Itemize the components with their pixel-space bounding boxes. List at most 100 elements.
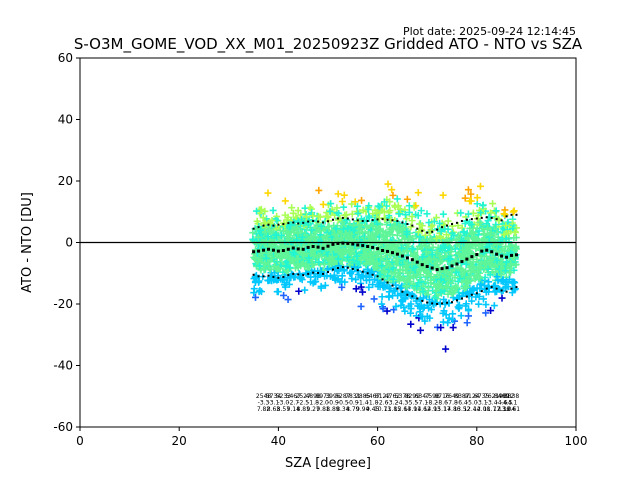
lower-bound-point	[391, 284, 394, 287]
bin-annotation-text: 14.62	[414, 406, 431, 413]
bin-annotation-text: -3.0	[278, 399, 290, 406]
lower-bound-point	[436, 303, 439, 305]
median-point	[311, 244, 315, 248]
median-point	[366, 244, 370, 248]
scatter-point	[405, 208, 413, 216]
scatter-point	[430, 274, 438, 282]
scatter-point	[476, 182, 484, 190]
scatter-point	[264, 276, 272, 284]
scatter-point	[455, 250, 463, 258]
scatter-point	[286, 221, 294, 229]
scatter-point	[443, 284, 451, 292]
scatter-point	[338, 198, 346, 206]
scatter-point	[437, 245, 445, 253]
scatter-point	[502, 258, 510, 266]
scatter-point	[258, 288, 266, 296]
upper-bound-point	[327, 220, 329, 223]
scatter-point	[468, 297, 476, 305]
scatter-point	[508, 278, 516, 286]
scatter-point	[457, 312, 465, 320]
scatter-point	[456, 254, 464, 262]
scatter-point	[392, 302, 400, 310]
scatter-point	[269, 206, 277, 214]
y-tick-label: 0	[65, 236, 73, 250]
scatter-point	[298, 218, 306, 226]
lower-bound-point	[262, 275, 265, 278]
upper-bound-point	[336, 217, 339, 220]
scatter-point	[362, 260, 370, 268]
scatter-point	[272, 231, 280, 239]
scatter-point	[255, 277, 263, 285]
scatter-point	[338, 218, 346, 226]
scatter-point	[464, 186, 472, 194]
median-point	[450, 264, 454, 268]
scatter-point	[399, 224, 407, 231]
scatter-point	[400, 274, 408, 282]
bin-annotation-text: -5.5	[406, 399, 418, 406]
scatter-point	[365, 283, 373, 291]
scatter-point	[502, 235, 510, 243]
upper-bound-point	[465, 218, 468, 221]
scatter-point	[467, 197, 475, 205]
scatter-point	[465, 312, 473, 320]
scatter-point	[402, 282, 410, 290]
scatter-point	[259, 214, 267, 222]
chart-title: S-O3M_GOME_VOD_XX_M01_20250923Z Gridded …	[74, 35, 583, 54]
scatter-point	[264, 189, 272, 197]
scatter-point	[340, 225, 348, 233]
bin-annotation-text: 2548	[256, 393, 271, 400]
scatter-point	[293, 262, 301, 270]
scatter-point	[461, 194, 469, 202]
scatter-point	[419, 294, 427, 302]
scatter-point	[457, 209, 465, 217]
scatter-point	[408, 213, 416, 221]
scatter-point	[494, 258, 502, 266]
bin-annotation-text: 6735	[474, 393, 489, 400]
scatter-point	[498, 245, 506, 253]
scatter-point	[433, 249, 441, 257]
scatter-point	[473, 273, 481, 281]
scatter-point	[489, 253, 497, 261]
scatter-point	[353, 252, 361, 260]
lower-bound-point	[500, 289, 503, 292]
scatter-point	[301, 286, 309, 294]
scatter-point	[298, 233, 306, 241]
upper-bound-point	[297, 222, 300, 225]
scatter-point	[310, 235, 318, 243]
scatter-point	[334, 255, 342, 263]
scatter-point	[421, 231, 429, 239]
scatter-point	[340, 191, 348, 199]
upper-bound-point	[317, 220, 320, 223]
scatter-point	[438, 257, 446, 265]
median-point	[301, 247, 305, 251]
scatter-point	[501, 211, 509, 219]
lower-bound-point	[297, 273, 300, 276]
median-point	[395, 252, 399, 256]
median-point	[475, 252, 479, 256]
scatter-point	[406, 274, 414, 282]
bin-annotation-text: 11.77	[483, 406, 500, 413]
lower-bound-point	[446, 301, 449, 304]
scatter-point	[486, 271, 494, 279]
scatter-point	[403, 195, 411, 203]
median-point	[440, 267, 444, 271]
scatter-point	[418, 253, 426, 261]
scatter-point	[290, 229, 298, 237]
scatter-point	[396, 266, 404, 274]
scatter-point	[331, 246, 339, 254]
scatter-point	[288, 257, 296, 265]
scatter-point	[373, 226, 381, 234]
scatter-point	[340, 266, 348, 274]
scatter-point	[448, 229, 456, 237]
scatter-point	[326, 256, 334, 264]
scatter-point	[500, 210, 508, 218]
scatter-point	[510, 254, 518, 262]
scatter-point	[315, 186, 323, 194]
lower-bound-point	[465, 295, 468, 298]
scatter-point	[425, 284, 433, 292]
scatter-point	[250, 285, 258, 293]
scatter-point	[416, 326, 424, 334]
scatter-point	[460, 228, 468, 236]
scatter-point	[416, 308, 424, 316]
scatter-point	[393, 231, 401, 239]
